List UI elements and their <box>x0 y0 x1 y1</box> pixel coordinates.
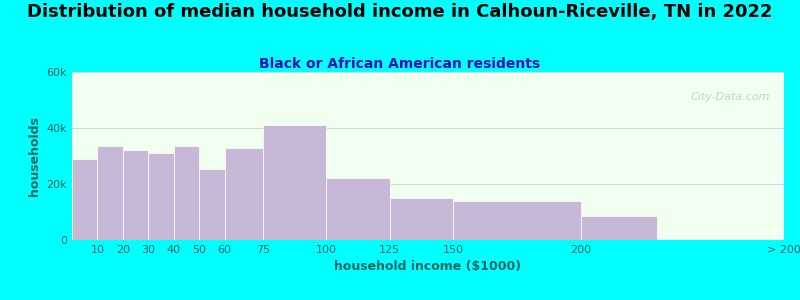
Bar <box>262 125 326 240</box>
Text: City-Data.com: City-Data.com <box>690 92 770 102</box>
Bar <box>148 153 174 240</box>
Bar <box>199 169 225 240</box>
Bar <box>98 146 123 240</box>
Text: Distribution of median household income in Calhoun-Riceville, TN in 2022: Distribution of median household income … <box>27 3 773 21</box>
Bar <box>581 216 657 240</box>
Bar <box>390 198 454 240</box>
Text: Black or African American residents: Black or African American residents <box>259 57 541 71</box>
Bar <box>454 201 581 240</box>
Y-axis label: households: households <box>28 116 41 196</box>
Bar <box>72 159 98 240</box>
X-axis label: household income ($1000): household income ($1000) <box>334 260 522 273</box>
Bar <box>326 178 390 240</box>
Bar <box>123 150 148 240</box>
Bar <box>225 148 262 240</box>
Bar <box>174 146 199 240</box>
